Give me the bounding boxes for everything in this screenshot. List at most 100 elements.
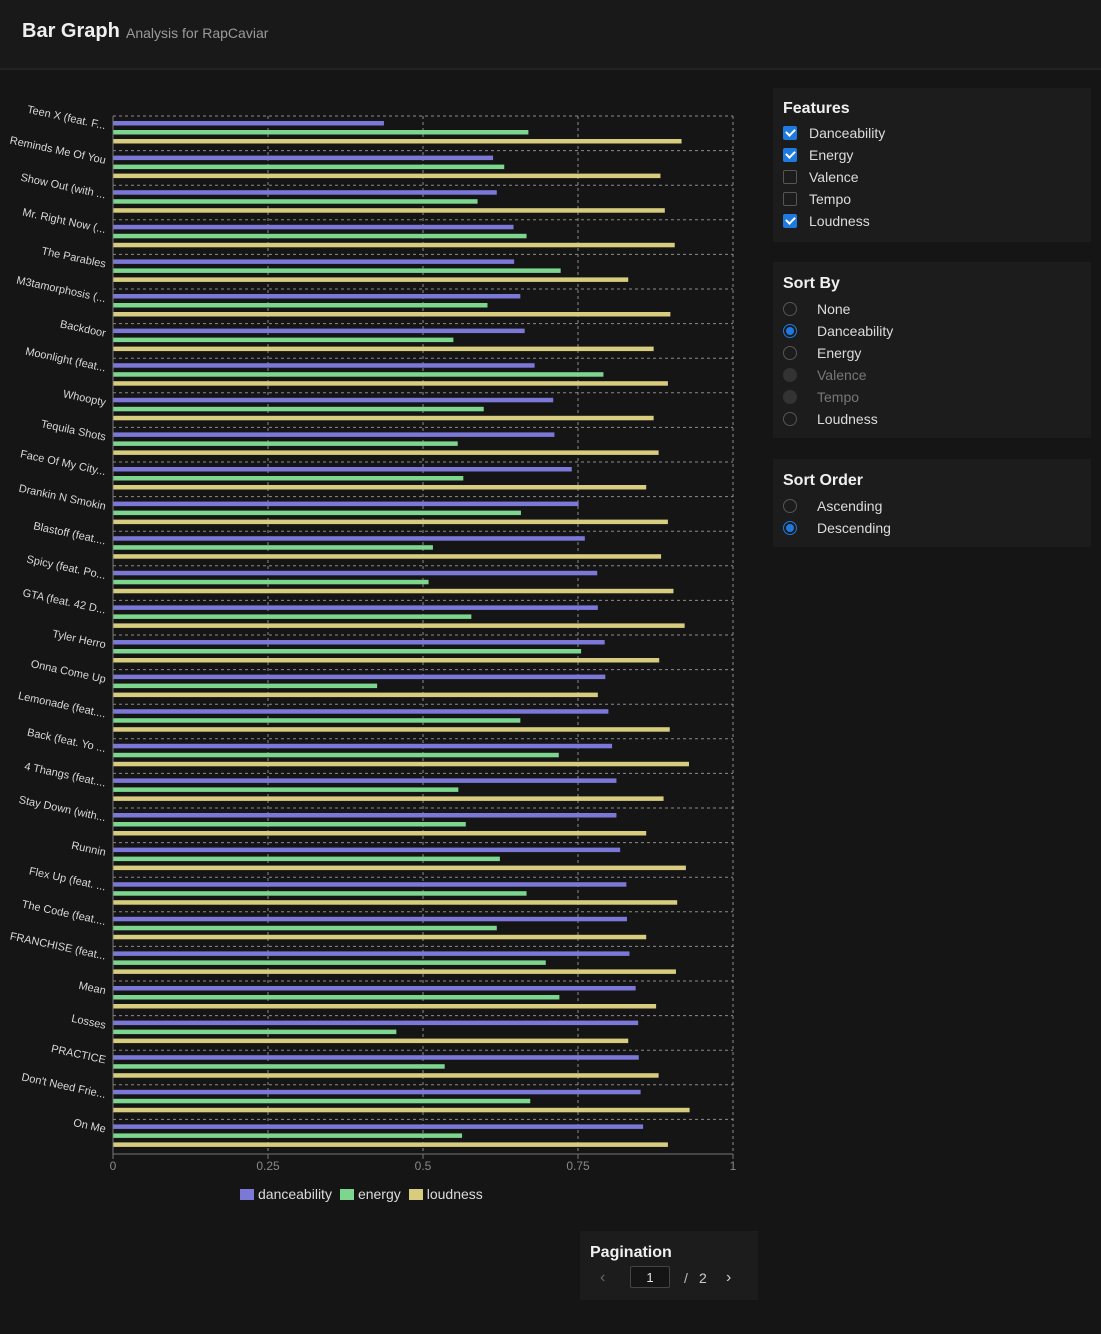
- bar-energy: [113, 130, 529, 135]
- radio-button[interactable]: [783, 412, 797, 426]
- page-number-input[interactable]: [630, 1266, 670, 1288]
- bar-energy: [113, 752, 559, 758]
- bar-danceability: [113, 986, 636, 991]
- check-icon[interactable]: [783, 214, 797, 228]
- bar-loudness: [113, 692, 598, 698]
- legend-item-energy[interactable]: energy: [339, 1186, 401, 1202]
- chevron-left-icon[interactable]: ‹: [600, 1269, 606, 1286]
- bar-loudness: [113, 208, 665, 213]
- bar-loudness: [113, 346, 654, 352]
- bar-loudness: [113, 519, 668, 525]
- radio-button[interactable]: [783, 346, 797, 360]
- radio-button: [783, 368, 797, 382]
- feature-checkbox-loudness[interactable]: Loudness: [783, 213, 870, 229]
- bar-danceability: [113, 259, 515, 264]
- bar-energy: [113, 406, 484, 412]
- page-separator: /: [684, 1270, 688, 1286]
- bar-energy: [113, 303, 488, 308]
- bar-danceability: [113, 743, 613, 749]
- bar-energy: [113, 233, 527, 239]
- bar-loudness: [113, 415, 654, 421]
- bar-loudness: [113, 761, 689, 767]
- bar-loudness: [113, 865, 686, 871]
- bar-loudness: [113, 1004, 657, 1009]
- bar-loudness: [113, 623, 685, 628]
- chevron-right-icon[interactable]: ›: [726, 1269, 732, 1286]
- bar-energy: [113, 683, 378, 689]
- radio-button[interactable]: [783, 521, 797, 535]
- bar-energy: [113, 822, 466, 827]
- radio-button[interactable]: [783, 499, 797, 513]
- checkbox-box[interactable]: [783, 170, 797, 184]
- page-subtitle: Analysis for RapCaviar: [126, 25, 269, 41]
- bar-loudness: [113, 900, 678, 905]
- bar-energy: [113, 891, 527, 896]
- sort-by-option-none[interactable]: None: [783, 301, 850, 317]
- bar-loudness: [113, 658, 660, 663]
- feature-label: Danceability: [809, 125, 886, 141]
- sort-order-option-descending[interactable]: Descending: [783, 520, 891, 536]
- category-label: Backdoor: [59, 318, 107, 339]
- features-title: Features: [783, 100, 850, 117]
- bar-energy: [113, 476, 464, 481]
- category-label: Runnin: [70, 840, 107, 859]
- bar-energy: [113, 1133, 463, 1138]
- sort-by-option-tempo: Tempo: [783, 389, 859, 405]
- category-label: Reminds Me Of You: [9, 135, 107, 167]
- bar-energy: [113, 579, 429, 585]
- sort-by-option-danceability[interactable]: Danceability: [783, 323, 893, 339]
- radio-label: Descending: [817, 520, 891, 536]
- bar-energy: [113, 649, 582, 654]
- radio-button: [783, 390, 797, 404]
- bar-danceability: [113, 640, 605, 645]
- radio-label: Energy: [817, 345, 862, 361]
- category-label: Spicy (feat. Po...: [25, 554, 106, 583]
- legend-item-loudness[interactable]: loudness: [408, 1186, 483, 1202]
- bar-loudness: [113, 969, 676, 974]
- category-label: Show Out (with ...: [19, 172, 106, 202]
- feature-label: Energy: [809, 147, 854, 163]
- legend-label-danceability: danceability: [258, 1186, 332, 1202]
- bar-loudness: [113, 1107, 690, 1113]
- legend-item-danceability[interactable]: danceability: [240, 1186, 332, 1202]
- legend-swatch-loudness: [408, 1188, 423, 1200]
- feature-checkbox-danceability[interactable]: Danceability: [783, 125, 885, 141]
- category-label: Drankin N Smokin: [18, 483, 107, 513]
- sort-order-option-ascending[interactable]: Ascending: [783, 498, 882, 514]
- bar-chart: Teen X (feat. F... Reminds Me Of You Show …: [9, 104, 737, 1173]
- radio-button[interactable]: [783, 302, 797, 316]
- bar-danceability: [113, 1089, 641, 1095]
- feature-checkbox-energy[interactable]: Energy: [783, 147, 853, 163]
- bar-danceability: [113, 155, 494, 161]
- category-label: Mr. Right Now (...: [21, 207, 107, 236]
- bar-danceability: [113, 778, 617, 783]
- category-label: Whoopty: [62, 388, 107, 409]
- bar-danceability: [113, 536, 585, 541]
- check-icon[interactable]: [783, 148, 797, 162]
- page-total: 2: [699, 1270, 707, 1286]
- bar-energy: [113, 1064, 445, 1069]
- feature-checkbox-tempo[interactable]: Tempo: [783, 191, 851, 207]
- category-label: On Me: [72, 1117, 107, 1136]
- sort-by-option-loudness[interactable]: Loudness: [783, 411, 878, 427]
- bar-danceability: [113, 224, 514, 230]
- bar-energy: [113, 268, 561, 273]
- bar-loudness: [113, 139, 682, 144]
- x-tick-label: 0.25: [256, 1159, 280, 1173]
- feature-checkbox-valence[interactable]: Valence: [783, 169, 859, 185]
- bar-danceability: [113, 397, 554, 403]
- bar-danceability: [113, 501, 579, 507]
- radio-label: Ascending: [817, 498, 883, 514]
- chart-legend: danceability energy loudness: [240, 1186, 483, 1202]
- sort-by-option-energy[interactable]: Energy: [783, 345, 861, 361]
- pagination-title: Pagination: [590, 1244, 672, 1261]
- bar-loudness: [113, 831, 647, 836]
- bar-energy: [113, 372, 604, 377]
- bar-loudness: [113, 242, 675, 248]
- bar-danceability: [113, 328, 525, 334]
- category-label: Teen X (feat. F...: [26, 104, 107, 132]
- check-icon[interactable]: [783, 126, 797, 140]
- radio-button[interactable]: [783, 324, 797, 338]
- category-label: Lemonade (feat....: [17, 690, 107, 720]
- checkbox-box[interactable]: [783, 192, 797, 206]
